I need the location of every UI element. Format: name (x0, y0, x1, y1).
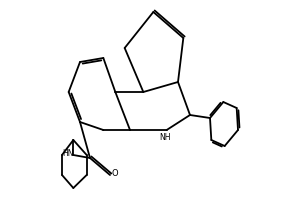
Text: O: O (111, 170, 118, 178)
Text: NH: NH (159, 132, 171, 142)
Text: HN: HN (63, 150, 74, 158)
